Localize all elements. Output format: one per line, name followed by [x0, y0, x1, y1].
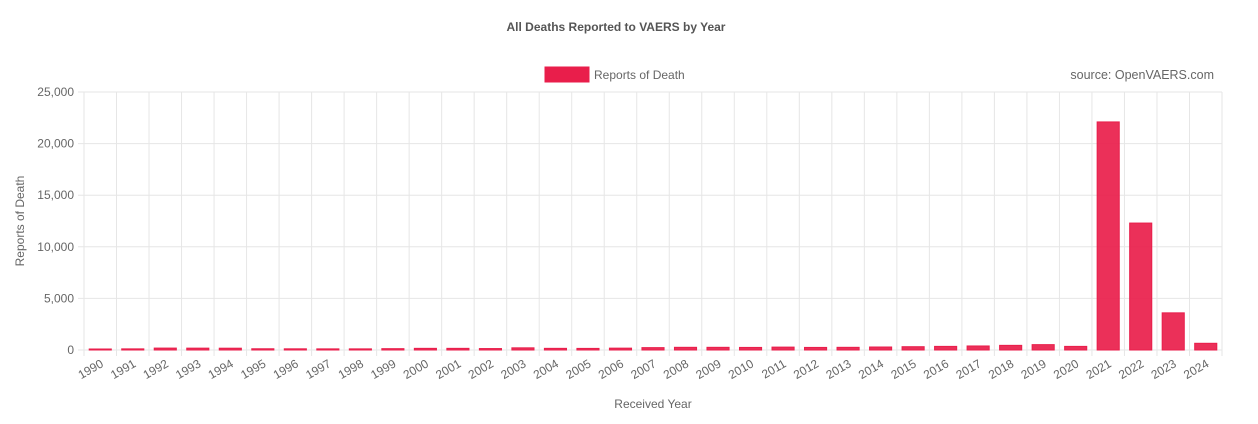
bar-1999[interactable] — [381, 348, 405, 351]
x-tick-label: 1998 — [336, 356, 366, 382]
x-tick-label: 2016 — [921, 356, 951, 382]
y-tick-label: 20,000 — [37, 137, 74, 151]
bar-2000[interactable] — [413, 347, 437, 351]
y-tick-label: 25,000 — [37, 85, 74, 99]
bar-2016[interactable] — [934, 345, 958, 351]
legend-label: Reports of Death — [594, 68, 685, 82]
x-tick-label: 1992 — [141, 356, 171, 382]
bar-2010[interactable] — [738, 346, 763, 351]
bar-2015[interactable] — [901, 346, 925, 351]
bar-2022[interactable] — [1129, 222, 1153, 351]
bar-2004[interactable] — [543, 347, 568, 351]
bars — [88, 121, 1218, 351]
bar-2019[interactable] — [1031, 344, 1055, 351]
y-axis-label: Reports of Death — [13, 176, 27, 267]
bar-1990[interactable] — [88, 348, 112, 351]
x-tick-label: 2010 — [726, 356, 756, 382]
y-tick-label: 15,000 — [37, 188, 74, 202]
x-tick-label: 2011 — [759, 356, 789, 381]
x-tick-label: 1995 — [238, 356, 268, 382]
bar-1996[interactable] — [283, 348, 307, 351]
x-tick-label: 2018 — [986, 356, 1016, 382]
x-tick-label: 1999 — [368, 356, 398, 382]
x-tick-label: 2015 — [888, 356, 918, 382]
y-tick-label: 0 — [67, 343, 74, 357]
x-tick-label: 1990 — [76, 356, 106, 382]
bar-2017[interactable] — [966, 345, 990, 351]
chart-title: All Deaths Reported to VAERS by Year — [507, 20, 726, 34]
x-tick-label: 2003 — [498, 356, 528, 382]
y-axis: 0 5,000 10,000 15,000 20,000 25,000 — [37, 85, 74, 357]
bar-2003[interactable] — [511, 347, 535, 351]
bar-2001[interactable] — [446, 347, 470, 351]
x-tick-label: 1996 — [271, 356, 301, 382]
x-tick-label: 2022 — [1116, 356, 1146, 382]
bar-1995[interactable] — [251, 348, 275, 351]
bar-2002[interactable] — [478, 348, 502, 351]
x-tick-label: 2009 — [693, 356, 723, 382]
x-tick-label: 1991 — [108, 356, 138, 382]
bar-1998[interactable] — [348, 348, 372, 351]
x-tick-label: 1997 — [303, 356, 333, 382]
bar-1994[interactable] — [218, 347, 242, 351]
bar-2018[interactable] — [999, 344, 1023, 351]
x-tick-label: 2013 — [823, 356, 853, 382]
x-tick-label: 2000 — [401, 356, 431, 382]
bar-2007[interactable] — [641, 347, 665, 351]
x-tick-label: 2014 — [856, 356, 886, 382]
x-tick-label: 2023 — [1149, 356, 1179, 382]
x-tick-label: 2004 — [531, 356, 561, 382]
x-tick-label: 2021 — [1084, 356, 1114, 382]
x-tick-label: 2024 — [1181, 356, 1211, 382]
x-tick-label: 2002 — [466, 356, 496, 382]
x-tick-label: 2006 — [596, 356, 626, 382]
bar-2008[interactable] — [673, 346, 698, 351]
legend[interactable]: Reports of Death — [544, 66, 685, 83]
x-tick-label: 1994 — [206, 356, 236, 382]
x-tick-label: 2020 — [1051, 356, 1081, 382]
source-note: source: OpenVAERS.com — [1070, 68, 1214, 82]
grid — [78, 91, 1223, 356]
y-tick-label: 10,000 — [37, 240, 74, 254]
x-tick-label: 2017 — [954, 356, 984, 382]
x-tick-label: 2001 — [433, 356, 463, 382]
x-tick-label: 2007 — [628, 356, 658, 382]
bar-1993[interactable] — [186, 347, 210, 351]
bar-2005[interactable] — [576, 347, 600, 351]
bar-1997[interactable] — [316, 348, 340, 351]
x-tick-label: 2005 — [563, 356, 593, 382]
bar-1991[interactable] — [121, 348, 145, 351]
x-axis: 1990 1991 1992 1993 1994 1995 1996 1997 1998 1999… — [76, 356, 1212, 382]
x-tick-label: 2008 — [661, 356, 691, 382]
bar-2021[interactable] — [1096, 121, 1120, 351]
x-tick-label: 1993 — [173, 356, 203, 382]
bar-2024[interactable] — [1194, 342, 1218, 351]
bar-2006[interactable] — [608, 347, 633, 351]
y-tick-label: 5,000 — [44, 291, 74, 305]
legend-swatch — [544, 66, 590, 83]
x-axis-label: Received Year — [614, 397, 691, 411]
bar-2009[interactable] — [706, 346, 730, 351]
bar-2011[interactable] — [771, 346, 795, 351]
bar-2013[interactable] — [836, 346, 860, 351]
x-tick-label: 2019 — [1019, 356, 1049, 382]
bar-1992[interactable] — [153, 347, 177, 351]
bar-2020[interactable] — [1064, 345, 1088, 351]
bar-2014[interactable] — [869, 346, 893, 351]
bar-2023[interactable] — [1161, 312, 1185, 351]
bar-2012[interactable] — [804, 346, 828, 351]
x-tick-label: 2012 — [791, 356, 821, 382]
